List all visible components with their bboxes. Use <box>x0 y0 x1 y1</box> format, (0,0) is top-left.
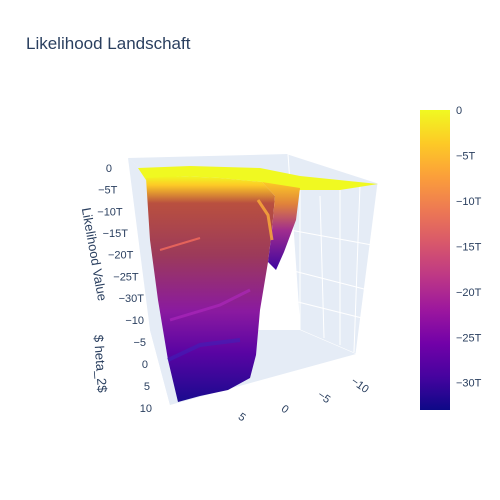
x-tick-label: −5 <box>315 389 332 406</box>
surface-front-face[interactable] <box>146 176 275 402</box>
z-tick-label: −15T <box>103 228 129 240</box>
z-tick-label: 0 <box>106 163 112 175</box>
colorbar-bar <box>420 110 450 410</box>
y-tick-label: −5 <box>133 337 146 349</box>
y-tick-label: 5 <box>144 381 150 393</box>
surface-wall[interactable] <box>262 182 300 270</box>
surface-plateau[interactable] <box>138 166 378 200</box>
z-tick-label: −30T <box>119 293 145 305</box>
y-tick-label: −10 <box>125 315 144 327</box>
colorbar-tick-label: −25T <box>456 332 482 344</box>
x-tick-label: 0 <box>279 403 291 416</box>
surface-ridge-a <box>256 199 274 241</box>
y-tick-label: 0 <box>142 359 148 371</box>
z-tick-label: −25T <box>113 271 139 283</box>
surface-ridge-c <box>169 288 251 322</box>
y-tick-label: 10 <box>140 403 152 415</box>
surface-ridge-d <box>167 338 241 362</box>
surface[interactable] <box>138 166 378 402</box>
x-axis-ticks: 5 0 −5 −10 <box>236 375 371 424</box>
y-axis-ticks: −10 −5 0 5 10 <box>125 315 152 415</box>
surface-ridge-b <box>159 237 201 251</box>
grid-lines <box>289 184 373 353</box>
x-tick-label: −10 <box>349 375 371 396</box>
colorbar-tick-label: 0 <box>456 105 462 117</box>
z-axis-ticks: 0 −5T −10T −15T −20T −25T −30T <box>97 163 144 305</box>
colorbar-tick-label: −5T <box>456 150 476 162</box>
colorbar: 0 −5T −10T −15T −20T −25T −30T <box>420 105 482 410</box>
colorbar-tick-label: −10T <box>456 196 482 208</box>
y-axis-title: $ heta_2$ <box>91 334 110 394</box>
z-tick-label: −20T <box>108 250 134 262</box>
colorbar-tick-label: −15T <box>456 241 482 253</box>
z-tick-label: −5T <box>98 185 118 197</box>
z-axis-title: Likelihood Value <box>79 206 110 302</box>
chart-title: Likelihood Landschaft <box>26 34 191 53</box>
colorbar-tick-label: −30T <box>456 378 482 390</box>
x-tick-label: 5 <box>236 411 248 424</box>
z-tick-label: −10T <box>97 206 123 218</box>
colorbar-tick-label: −20T <box>456 287 482 299</box>
colorbar-ticks: 0 −5T −10T −15T −20T −25T −30T <box>456 105 482 390</box>
